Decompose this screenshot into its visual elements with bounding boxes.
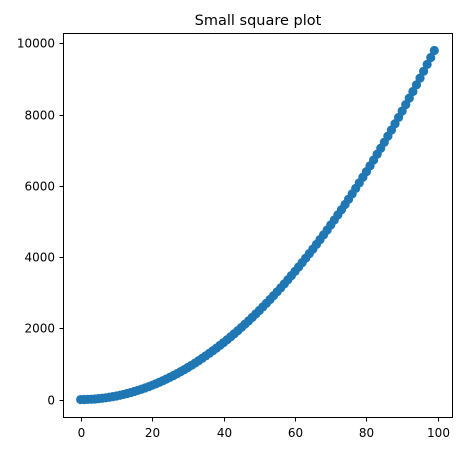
data-point <box>415 73 425 83</box>
data-points <box>76 45 439 405</box>
data-point <box>419 66 429 76</box>
y-tick-label: 10000 <box>17 37 55 51</box>
x-tick-label: 40 <box>217 426 232 440</box>
y-tick-label: 4000 <box>24 251 55 265</box>
y-tick-label: 2000 <box>24 322 55 336</box>
chart-title: Small square plot <box>195 13 322 29</box>
data-point <box>411 80 422 90</box>
x-tick-label: 0 <box>78 426 86 440</box>
x-axis: 0 20 40 60 80 100 <box>78 417 450 440</box>
x-tick-label: 100 <box>427 426 450 440</box>
y-tick-label: 8000 <box>24 109 55 123</box>
y-tick-label: 6000 <box>24 180 55 194</box>
x-tick-label: 80 <box>359 426 374 440</box>
x-tick-label: 20 <box>145 426 160 440</box>
y-tick-label: 0 <box>47 394 55 408</box>
data-point <box>429 45 439 56</box>
x-tick-label: 60 <box>288 426 303 440</box>
y-axis: 0 2000 4000 6000 8000 10000 <box>17 37 64 408</box>
plot-area <box>63 33 453 418</box>
data-point <box>422 59 432 70</box>
data-point <box>426 52 436 63</box>
